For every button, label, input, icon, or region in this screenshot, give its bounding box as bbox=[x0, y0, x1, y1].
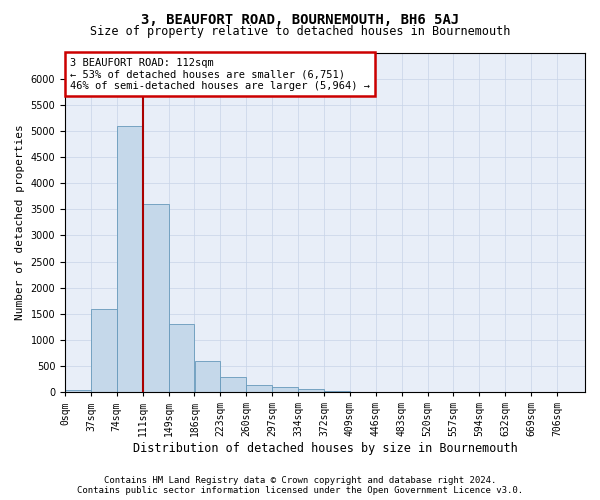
Bar bbox=[324, 391, 350, 392]
Bar bbox=[220, 377, 246, 392]
Bar bbox=[91, 308, 117, 392]
Bar bbox=[272, 387, 298, 392]
Bar bbox=[169, 324, 194, 392]
Bar bbox=[117, 126, 143, 392]
Bar bbox=[194, 361, 220, 392]
Text: 3, BEAUFORT ROAD, BOURNEMOUTH, BH6 5AJ: 3, BEAUFORT ROAD, BOURNEMOUTH, BH6 5AJ bbox=[141, 12, 459, 26]
Bar bbox=[298, 389, 324, 392]
X-axis label: Distribution of detached houses by size in Bournemouth: Distribution of detached houses by size … bbox=[133, 442, 517, 455]
Text: Contains HM Land Registry data © Crown copyright and database right 2024.: Contains HM Land Registry data © Crown c… bbox=[104, 476, 496, 485]
Bar bbox=[65, 390, 91, 392]
Text: Contains public sector information licensed under the Open Government Licence v3: Contains public sector information licen… bbox=[77, 486, 523, 495]
Bar bbox=[143, 204, 169, 392]
Y-axis label: Number of detached properties: Number of detached properties bbox=[15, 124, 25, 320]
Text: Size of property relative to detached houses in Bournemouth: Size of property relative to detached ho… bbox=[90, 25, 510, 38]
Text: 3 BEAUFORT ROAD: 112sqm
← 53% of detached houses are smaller (6,751)
46% of semi: 3 BEAUFORT ROAD: 112sqm ← 53% of detache… bbox=[70, 58, 370, 91]
Bar bbox=[247, 386, 272, 392]
